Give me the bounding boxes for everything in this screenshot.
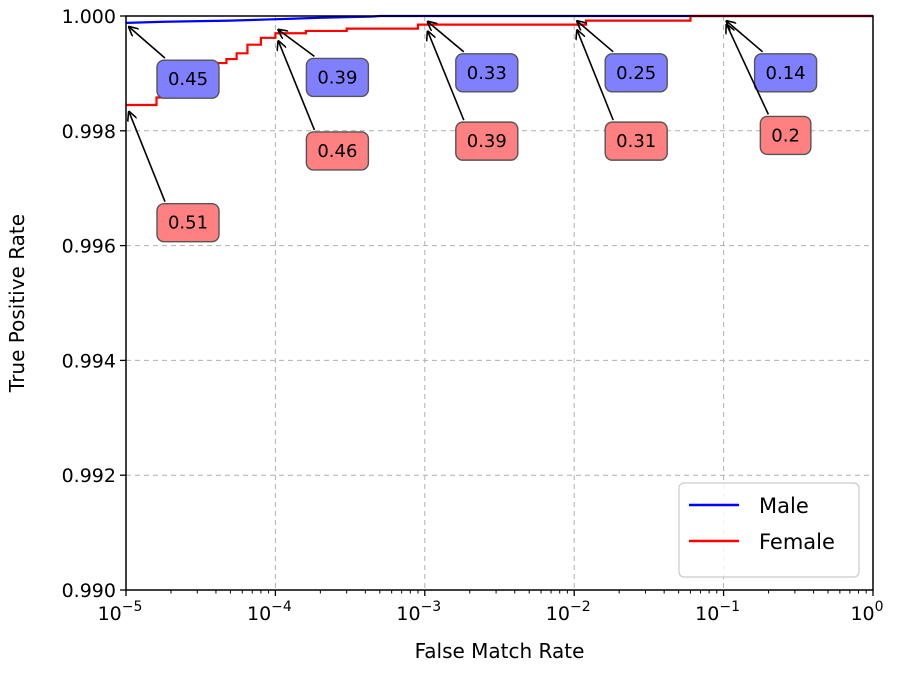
- annotation-female: 0.2: [727, 25, 812, 156]
- annotation-arrow: [577, 30, 614, 121]
- annotation-arrow: [428, 31, 465, 121]
- legend-box: [678, 482, 860, 578]
- annotation-arrow: [727, 25, 770, 115]
- legend-entry-female: Female: [759, 530, 835, 554]
- legend: Male Female: [678, 482, 860, 578]
- annotation-box: [604, 53, 668, 93]
- annotation-male: 0.25: [577, 21, 668, 93]
- y-axis-label: True Positive Rate: [5, 214, 29, 393]
- annotation-box: [156, 202, 220, 243]
- y-tick-label: 0.992: [62, 465, 116, 487]
- legend-entry-male: Male: [759, 494, 809, 518]
- annotation-box: [753, 53, 818, 93]
- x-axis-ticks: 10−5 10−4 10−3 10−2 10−1 100: [98, 590, 884, 625]
- y-tick-label: 0.990: [62, 580, 116, 602]
- annotation-arrow: [129, 112, 166, 202]
- x-axis-label: False Match Rate: [415, 639, 585, 663]
- annotation-label: 0.51: [168, 213, 208, 234]
- x-tick-label: 10−3: [396, 599, 441, 625]
- annotation-label: 0.2: [771, 125, 800, 146]
- annotation-male: 0.14: [727, 21, 818, 93]
- annotation-label: 0.39: [467, 131, 507, 152]
- annotation-female: 0.46: [278, 41, 370, 171]
- x-tick-label: 10−2: [546, 599, 591, 625]
- x-tick-label: 10−4: [247, 599, 292, 625]
- annotation-label: 0.14: [766, 63, 806, 84]
- annotation-label: 0.31: [616, 131, 656, 152]
- annotations: 0.45 0.39 0.33 0.25 0.14 0.51 0.46 0.39 0.31 0.2: [129, 21, 818, 243]
- annotation-arrow: [278, 41, 316, 131]
- annotation-box: [455, 53, 519, 93]
- annotation-label: 0.33: [467, 63, 507, 84]
- x-tick-label: 10−1: [695, 599, 740, 625]
- y-tick-label: 0.994: [62, 350, 116, 372]
- annotation-female: 0.51: [129, 112, 220, 243]
- annotation-arrow: [428, 22, 465, 53]
- x-tick-label: 10−5: [98, 599, 143, 625]
- annotation-box: [305, 57, 370, 98]
- annotation-box: [759, 115, 812, 156]
- annotation-arrow: [278, 30, 315, 58]
- annotation-label: 0.45: [168, 69, 208, 90]
- annotation-male: 0.33: [428, 22, 519, 93]
- annotation-male: 0.45: [129, 27, 220, 99]
- annotation-arrow: [577, 21, 614, 53]
- annotation-female: 0.31: [577, 30, 668, 161]
- annotation-label: 0.39: [317, 67, 357, 88]
- annotation-female: 0.39: [428, 31, 519, 161]
- annotation-box: [455, 121, 519, 161]
- annotation-box: [305, 131, 370, 171]
- x-tick-label: 100: [850, 599, 883, 625]
- annotation-box: [156, 59, 220, 99]
- annotation-male: 0.39: [278, 30, 370, 98]
- annotation-label: 0.25: [616, 63, 656, 84]
- annotation-box: [604, 121, 668, 161]
- y-tick-label: 0.996: [62, 236, 116, 258]
- plot-frame: [125, 15, 874, 591]
- annotation-arrow: [129, 27, 166, 59]
- y-tick-label: 1.000: [62, 6, 116, 28]
- annotation-label: 0.46: [317, 141, 357, 162]
- y-tick-label: 0.998: [62, 121, 116, 143]
- y-axis-ticks: 0.990 0.992 0.994 0.996 0.998 1.000: [62, 6, 126, 602]
